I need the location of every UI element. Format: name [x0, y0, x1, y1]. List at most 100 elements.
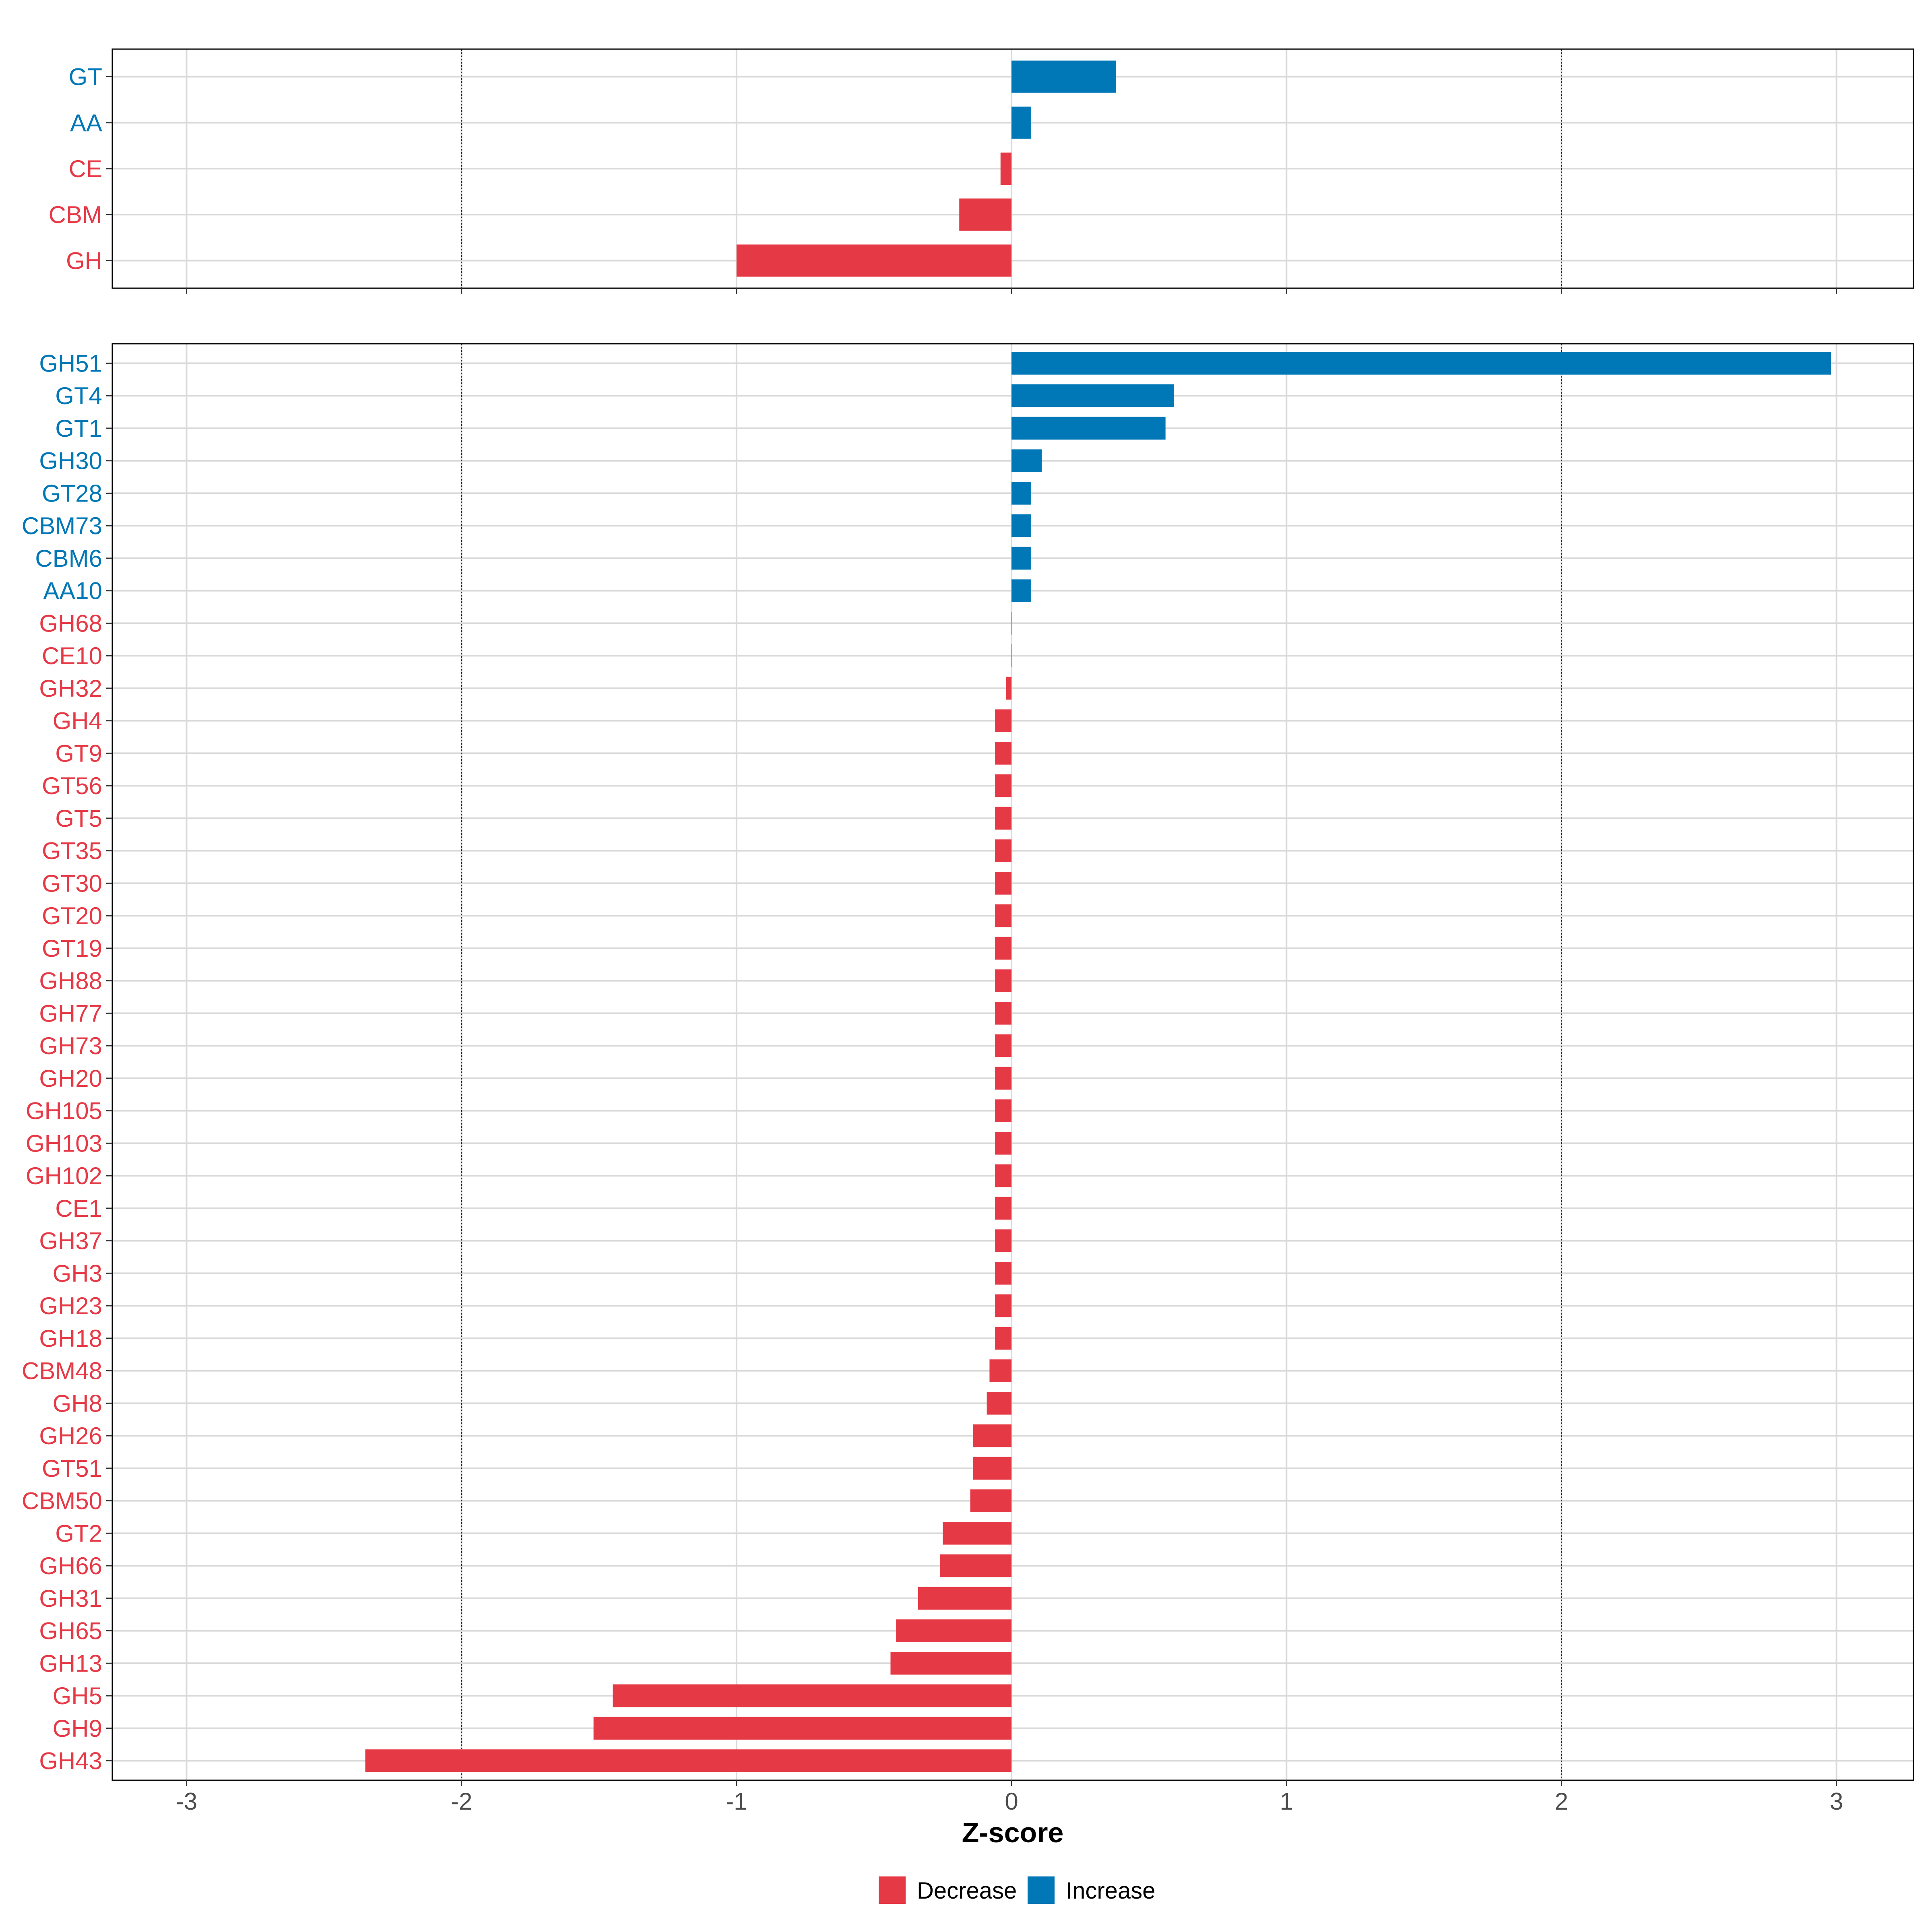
legend-key-decrease: [879, 1876, 906, 1904]
bottom-bar-gt35: [995, 839, 1012, 862]
top-bar-cbm: [959, 198, 1012, 231]
y-tick-label: GH9: [53, 1715, 102, 1742]
bottom-bar-gt9: [995, 742, 1012, 765]
bottom-bar-ce1: [995, 1197, 1012, 1220]
top-panel: GT AA CE CBM GH: [49, 48, 1914, 294]
bottom-bar-gh73: [995, 1034, 1012, 1057]
x-tick-label: 1: [1280, 1788, 1293, 1815]
y-tick-label: GH3: [53, 1260, 102, 1287]
y-tick-label: GT: [69, 64, 102, 91]
y-tick-label: CBM50: [22, 1488, 102, 1515]
bottom-bar-gt4: [1011, 384, 1174, 407]
x-tick-label: 2: [1555, 1788, 1568, 1815]
bottom-bar-gt20: [995, 904, 1012, 927]
bottom-bar-gh77: [995, 1002, 1012, 1025]
y-tick-label: GH30: [39, 448, 102, 475]
bottom-bar-gt56: [995, 774, 1012, 797]
bottom-bar-gh88: [995, 969, 1012, 992]
y-tick-label: GH20: [39, 1065, 102, 1092]
bottom-bar-gh103: [995, 1132, 1012, 1155]
x-tick-label: -1: [726, 1788, 747, 1815]
legend-label-increase: Increase: [1066, 1878, 1155, 1904]
bottom-bar-gh31: [918, 1587, 1012, 1610]
y-tick-label: AA: [70, 109, 102, 136]
y-tick-label: GH13: [39, 1650, 102, 1677]
y-tick-label: GH102: [26, 1162, 102, 1189]
y-tick-label: CBM73: [22, 512, 102, 539]
y-tick-label: GT28: [42, 480, 102, 507]
x-axis-title: Z-score: [962, 1817, 1064, 1848]
y-tick-label: GH66: [39, 1552, 102, 1579]
y-tick-label: GH23: [39, 1292, 102, 1319]
x-tick-label: -2: [451, 1788, 472, 1815]
x-tick-label: 0: [1005, 1788, 1018, 1815]
bottom-bar-cbm6: [1011, 547, 1031, 570]
bottom-bar-gt1: [1011, 417, 1166, 440]
y-tick-label: GH18: [39, 1325, 102, 1352]
y-tick-label: GH51: [39, 350, 102, 377]
y-tick-label: GH37: [39, 1228, 102, 1255]
y-tick-label: CBM48: [22, 1358, 102, 1385]
y-tick-label: GH4: [53, 708, 102, 735]
y-tick-label: GT5: [55, 805, 102, 832]
bottom-bar-gh26: [973, 1424, 1012, 1447]
x-tick-label: 3: [1830, 1788, 1843, 1815]
bottom-bar-aa10: [1011, 579, 1031, 602]
bottom-bar-gh4: [995, 709, 1012, 732]
x-tick-label: -3: [176, 1788, 197, 1815]
y-tick-label: CE: [69, 155, 102, 182]
bottom-bar-cbm50: [970, 1489, 1012, 1512]
bottom-bar-gh32: [1006, 677, 1012, 700]
y-tick-label: GH105: [26, 1098, 102, 1125]
bottom-bar-gh51: [1011, 352, 1831, 375]
y-tick-label: GH32: [39, 675, 102, 702]
bottom-bar-gt28: [1011, 482, 1031, 505]
bottom-bar-gh68: [1011, 612, 1012, 635]
legend-label-decrease: Decrease: [917, 1878, 1017, 1904]
y-tick-label: CE1: [55, 1195, 102, 1222]
bottom-panel: GH51GT4GT1GH30GT28CBM73CBM6AA10GH68CE10G…: [22, 343, 1914, 1815]
bottom-bar-gt51: [973, 1457, 1012, 1480]
top-bar-aa: [1011, 106, 1031, 139]
bottom-bar-gh9: [593, 1717, 1012, 1740]
y-tick-label: GH5: [53, 1682, 102, 1709]
y-tick-label: GT9: [55, 740, 102, 767]
y-tick-label: GT35: [42, 838, 102, 865]
bottom-bar-gh18: [995, 1327, 1012, 1350]
legend: Decrease Increase: [879, 1876, 1155, 1904]
bottom-bar-gh43: [365, 1749, 1012, 1772]
y-tick-label: CBM6: [35, 545, 102, 572]
bottom-bar-gt5: [995, 807, 1012, 830]
bottom-bar-gh102: [995, 1164, 1012, 1187]
y-tick-label: GT56: [42, 772, 102, 799]
bottom-bar-gh30: [1011, 449, 1042, 472]
y-tick-label: AA10: [43, 578, 102, 605]
bottom-bar-cbm48: [989, 1359, 1012, 1382]
bottom-bar-gh8: [987, 1392, 1012, 1415]
bottom-bar-gt19: [995, 937, 1012, 960]
y-tick-label: GT30: [42, 870, 102, 897]
y-tick-label: GH73: [39, 1032, 102, 1059]
y-tick-label: GT51: [42, 1455, 102, 1482]
bottom-bar-gh37: [995, 1229, 1012, 1252]
y-tick-label: GT19: [42, 935, 102, 962]
top-bar-gt: [1011, 60, 1116, 93]
bottom-bar-gh5: [613, 1684, 1012, 1707]
y-tick-label: GH: [66, 247, 102, 274]
bottom-bar-gh3: [995, 1262, 1012, 1285]
bottom-bar-gh23: [995, 1294, 1012, 1317]
bottom-bar-gh13: [890, 1652, 1012, 1675]
y-tick-label: GT4: [55, 382, 102, 409]
bottom-bar-gh20: [995, 1067, 1012, 1090]
y-tick-label: CE10: [42, 642, 102, 669]
y-tick-label: GT1: [55, 415, 102, 442]
top-bar-gh: [736, 244, 1012, 277]
y-tick-label: GH103: [26, 1130, 102, 1157]
bottom-bar-cbm73: [1011, 514, 1031, 537]
y-tick-label: GH88: [39, 968, 102, 995]
y-tick-label: GH26: [39, 1422, 102, 1449]
bottom-bar-gh65: [896, 1619, 1012, 1642]
y-tick-label: GH31: [39, 1585, 102, 1612]
